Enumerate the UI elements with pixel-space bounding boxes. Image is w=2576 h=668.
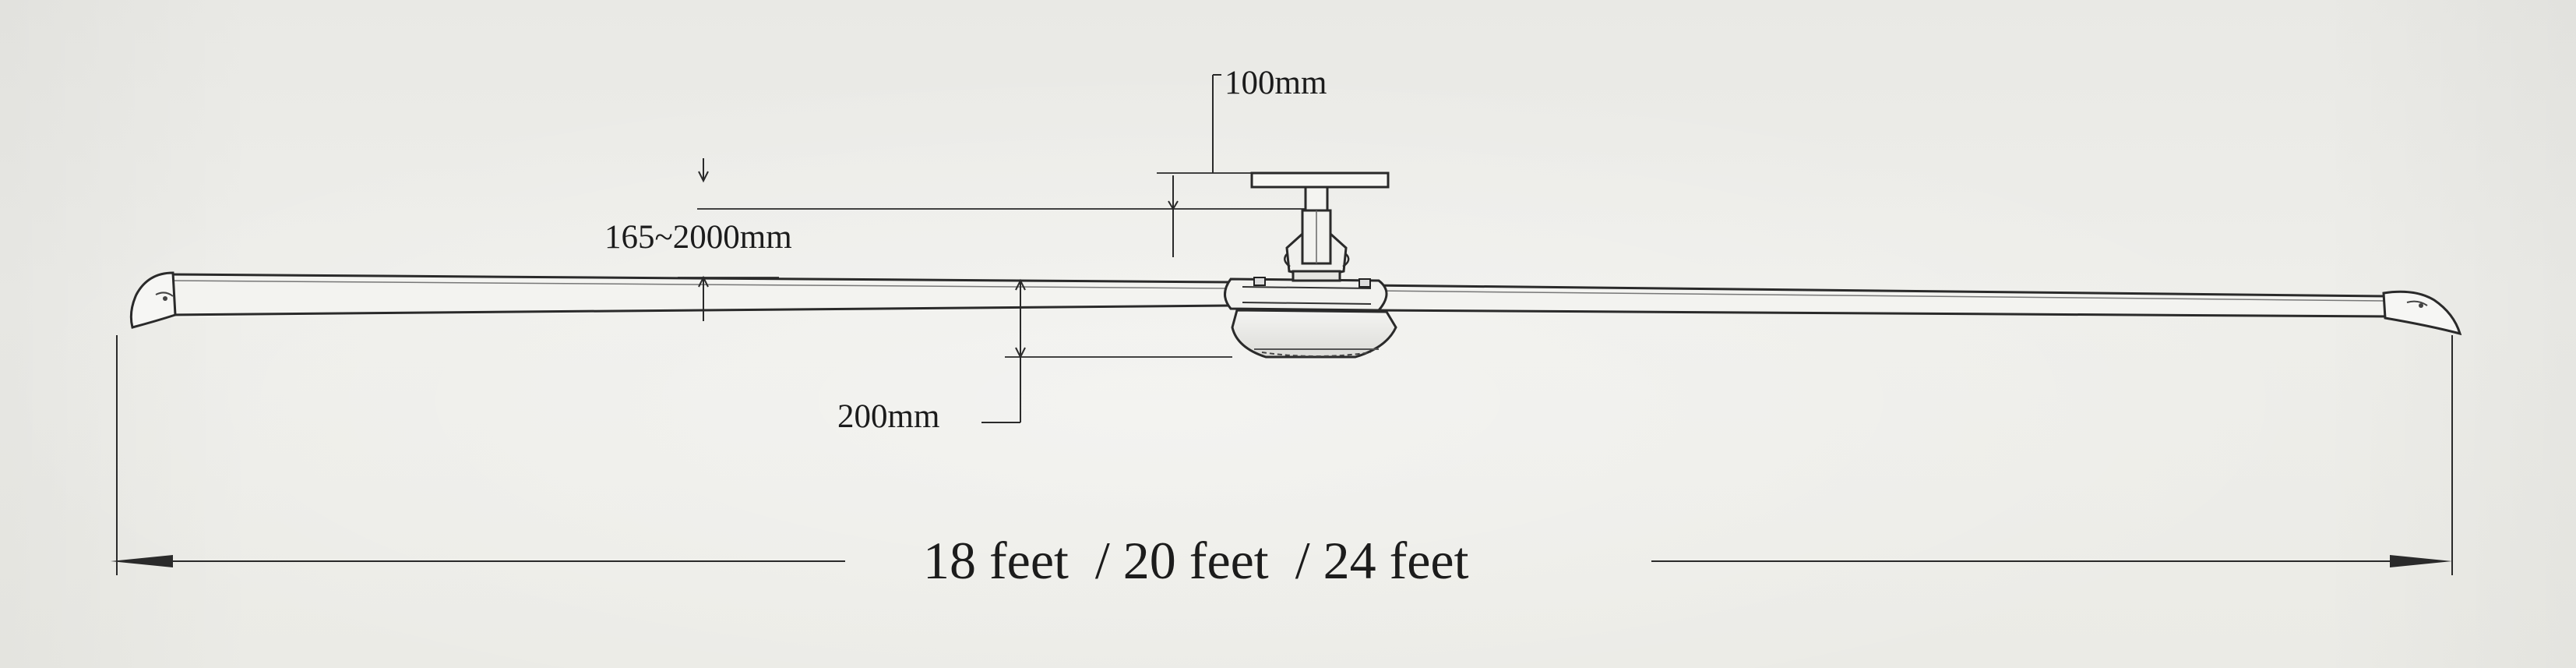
left-blade-tip <box>129 271 177 329</box>
label-span: 18 feet / 20 feet / 24 feet <box>923 531 1469 590</box>
right-blade-tip <box>2382 290 2462 336</box>
motor-hub <box>1224 277 1397 359</box>
downrod-mount <box>1250 171 1390 282</box>
label-100mm: 100mm <box>1225 65 1327 101</box>
span-dimension <box>111 335 2453 575</box>
dimension-100mm <box>1157 74 1306 257</box>
label-drop-range: 165~2000mm <box>604 219 792 256</box>
label-200mm: 200mm <box>837 398 939 435</box>
dimension-drop <box>678 158 1176 321</box>
dimension-200mm <box>981 278 1232 423</box>
right-blade <box>1370 284 2388 318</box>
left-blade <box>167 273 1232 318</box>
